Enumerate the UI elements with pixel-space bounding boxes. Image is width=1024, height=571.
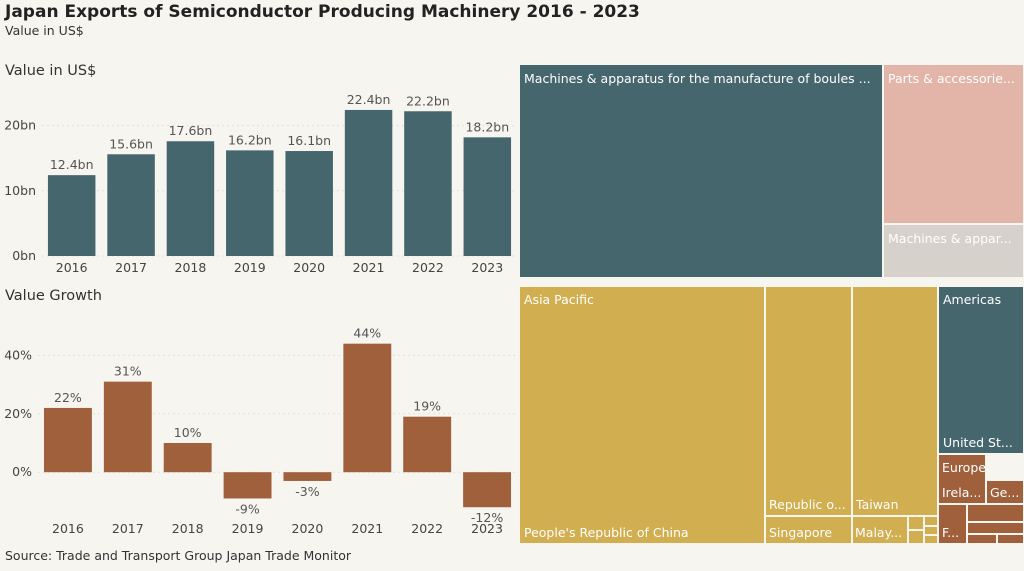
treemap-europe-small-1[interactable] (967, 504, 1024, 522)
treemap-label: Parts & accessorie... (888, 71, 1015, 86)
bar[interactable] (463, 137, 512, 256)
data-label: 12.4bn (50, 157, 94, 172)
treemap-label-asia-pacific: Asia Pacific (524, 292, 594, 307)
bar[interactable] (43, 407, 92, 473)
treemap-label: People's Republic of China (524, 525, 689, 540)
treemap-label-europe: Europe (942, 460, 986, 475)
treemap-korea[interactable]: Republic o... (765, 286, 852, 516)
treemap-germany[interactable]: Ge... (986, 480, 1024, 504)
treemap-label: F... (942, 525, 960, 540)
bar[interactable] (226, 150, 274, 256)
x-tick-label: 2017 (112, 521, 144, 536)
data-label: 10% (174, 425, 202, 440)
treemap-label-americas: Americas (943, 292, 1002, 307)
data-label: 17.6bn (169, 123, 213, 138)
x-tick-label: 2018 (172, 521, 204, 536)
data-label: -9% (235, 501, 259, 516)
y-tick-label: 40% (4, 347, 32, 362)
x-tick-label: 2021 (353, 260, 385, 275)
bar[interactable] (103, 381, 152, 473)
bar[interactable] (283, 472, 332, 481)
y-tick-label: 20bn (4, 118, 36, 133)
treemap-label: Singapore (769, 525, 833, 540)
treemap-label: Taiwan (856, 497, 899, 512)
bar[interactable] (166, 141, 215, 256)
treemap-label: Republic o... (769, 497, 846, 512)
x-tick-label: 2023 (471, 260, 503, 275)
x-tick-label: 2022 (412, 260, 444, 275)
x-tick-label: 2022 (411, 521, 443, 536)
treemap-europe-small-4[interactable] (997, 534, 1024, 544)
treemap-asia-small-5[interactable] (924, 535, 938, 544)
x-tick-label: 2019 (234, 260, 266, 275)
data-label: -12% (471, 510, 503, 525)
data-label: 22.4bn (347, 92, 391, 107)
treemap-label: Machines & appar... (888, 231, 1012, 246)
treemap-asia-small-4[interactable] (924, 526, 938, 535)
treemap-singapore[interactable]: Singapore (765, 516, 852, 544)
growth-bar-chart: 0% 20% 40% 22% 2016 31% 2017 10% 2018 -9% 2019 -3% 2… (4, 326, 515, 536)
bar[interactable] (163, 442, 212, 473)
data-label: 22.2bn (406, 93, 450, 108)
page-subtitle: Value in US$ (5, 23, 84, 38)
treemap-europe-small-3[interactable] (967, 534, 997, 544)
treemap-china[interactable]: Asia Pacific People's Republic of China (519, 286, 765, 544)
bar[interactable] (463, 472, 512, 508)
treemap-ireland[interactable]: Europe Irela... (938, 454, 986, 504)
data-label: 16.2bn (228, 132, 272, 147)
x-tick-label: 2020 (293, 260, 325, 275)
x-tick-label: 2016 (56, 260, 88, 275)
y-tick-label: 10bn (4, 183, 36, 198)
treemap-products-parts[interactable]: Parts & accessorie... (883, 64, 1024, 224)
bar[interactable] (404, 111, 452, 256)
treemap-asia-small-2[interactable] (908, 530, 924, 544)
treemap-products-boules[interactable]: Machines & apparatus for the manufacture… (519, 64, 883, 278)
data-label: 22% (54, 390, 82, 405)
treemap-label: Malay... (855, 525, 903, 540)
treemap-malaysia[interactable]: Malay... (852, 516, 908, 544)
treemap-label: United St... (943, 435, 1013, 450)
x-tick-label: 2020 (292, 521, 324, 536)
x-tick-label: 2016 (52, 521, 84, 536)
treemap-label: Ge... (990, 485, 1020, 500)
bar[interactable] (223, 472, 272, 499)
treemap-united-states[interactable]: Americas United St... (938, 286, 1024, 454)
y-tick-label: 0% (12, 464, 32, 479)
y-tick-label: 0bn (12, 248, 36, 263)
x-tick-label: 2019 (232, 521, 264, 536)
bar[interactable] (107, 154, 155, 256)
data-label: 19% (413, 399, 441, 414)
x-tick-label: 2017 (115, 260, 147, 275)
treemap-products-machines[interactable]: Machines & appar... (883, 224, 1024, 278)
data-label: 15.6bn (109, 136, 153, 151)
x-tick-label: 2021 (351, 521, 383, 536)
bar[interactable] (403, 416, 452, 473)
growth-section-title: Value Growth (5, 288, 102, 304)
data-label: 18.2bn (465, 119, 509, 134)
treemap-europe-small-2[interactable] (967, 522, 1024, 534)
treemap-label: Irela... (942, 485, 982, 500)
bar[interactable] (344, 109, 393, 256)
data-label: 31% (114, 364, 142, 379)
data-label: -3% (295, 484, 319, 499)
page-title: Japan Exports of Semiconductor Producing… (5, 2, 640, 22)
bar[interactable] (285, 151, 333, 256)
treemap-taiwan[interactable]: Taiwan (852, 286, 938, 516)
value-section-title: Value in US$ (5, 63, 97, 79)
treemap-asia-small-1[interactable] (908, 516, 924, 530)
y-tick-label: 20% (4, 406, 32, 421)
data-label: 44% (353, 326, 381, 341)
value-bar-chart: 0bn 10bn 20bn 12.4bn 2016 15.6bn 2017 17.6bn 201… (4, 92, 515, 275)
x-tick-label: 2023 (471, 521, 503, 536)
treemap-asia-small-3[interactable] (924, 516, 938, 526)
bar[interactable] (47, 175, 96, 256)
treemap-label: Machines & apparatus for the manufacture… (524, 71, 871, 86)
data-label: 16.1bn (287, 133, 331, 148)
treemap-france[interactable]: F... (938, 504, 967, 544)
bar[interactable] (343, 343, 392, 473)
source-note: Source: Trade and Transport Group Japan … (5, 548, 352, 563)
x-tick-label: 2018 (175, 260, 207, 275)
